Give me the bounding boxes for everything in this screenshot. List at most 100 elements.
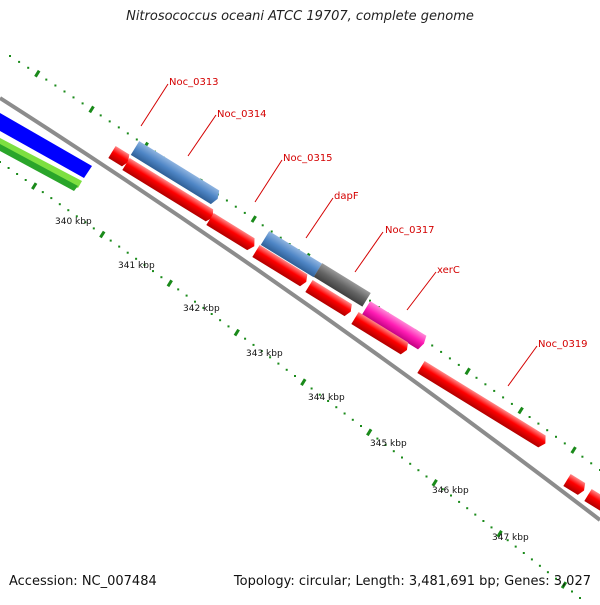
tick-mark-major — [496, 530, 503, 538]
cds-arrow-noc-0315[interactable] — [206, 213, 258, 252]
tick-mark-major — [31, 182, 38, 190]
tick-dot — [234, 205, 237, 208]
cog-feature-noc-0314[interactable] — [130, 141, 222, 205]
cog-feature-dapf[interactable] — [313, 263, 371, 307]
tick-dot — [279, 236, 282, 239]
tick-dot — [510, 402, 513, 405]
tick-dot — [277, 362, 280, 365]
tick-dot — [202, 306, 205, 309]
tick-dot — [252, 343, 255, 346]
tick-mark-major — [570, 446, 577, 454]
leader-noc-0313 — [140, 83, 169, 127]
gene-labels: Noc_0313 Noc_0314 Noc_0315 dapF Noc_0317… — [169, 77, 588, 350]
tick-dot — [409, 462, 412, 465]
tick-dot — [440, 350, 443, 353]
leader-noc-0315 — [254, 159, 283, 203]
tick-dot — [160, 276, 163, 279]
accession-text: Accession: NC_007484 — [9, 574, 157, 589]
cds-arrow-noc-0317[interactable] — [351, 312, 410, 356]
ring-blue — [0, 113, 92, 178]
tick-dot — [530, 558, 533, 561]
cds-arrow-noc-0321[interactable] — [584, 489, 600, 517]
tick-dot — [546, 571, 549, 574]
tick-dot — [335, 406, 338, 409]
tick-dot — [490, 526, 493, 529]
tick-dot — [210, 313, 213, 315]
cds-arrow-noc-0314[interactable] — [122, 158, 216, 223]
leader-noc-0317 — [354, 231, 384, 273]
cog-feature-xerc[interactable] — [361, 301, 428, 350]
kbp-label: 342 kbp — [183, 304, 220, 314]
gene-label-dapf[interactable]: dapF — [334, 191, 359, 202]
tick-dot — [92, 227, 95, 230]
tick-dot — [41, 191, 44, 194]
kbp-label: 346 kbp — [432, 486, 469, 496]
tick-dot — [0, 161, 1, 163]
tick-dot — [75, 215, 78, 218]
tick-dot — [474, 513, 477, 516]
tick-dot — [555, 577, 557, 580]
leader-noc-0319 — [507, 345, 538, 387]
cog-feature-noc-0317[interactable] — [260, 231, 322, 278]
inner-scale-ring — [0, 161, 581, 599]
tick-dot — [343, 412, 346, 415]
tick-dot — [546, 429, 549, 432]
gene-label-noc-0313[interactable]: Noc_0313 — [169, 77, 219, 88]
tick-dot — [118, 245, 121, 248]
kbp-label: 341 kbp — [118, 261, 155, 271]
tick-dot — [425, 475, 428, 478]
tick-dot — [63, 90, 66, 93]
gene-label-xerc[interactable]: xerC — [437, 265, 460, 276]
kbp-label: 344 kbp — [308, 393, 345, 403]
tick-mark-major — [233, 328, 240, 337]
tick-dot — [135, 257, 138, 260]
tick-dot — [285, 368, 288, 371]
gene-label-noc-0315[interactable]: Noc_0315 — [283, 153, 333, 164]
tick-dot — [16, 173, 19, 175]
tick-mark-major — [517, 406, 524, 415]
cds-track — [108, 146, 600, 517]
leader-xerc — [406, 271, 437, 311]
cog-track — [130, 141, 428, 350]
gene-label-noc-0317[interactable]: Noc_0317 — [385, 225, 435, 236]
cds-arrow-noc-0319[interactable] — [417, 361, 549, 449]
tick-dot — [135, 138, 138, 141]
tick-dot — [522, 552, 525, 554]
tick-dot — [555, 435, 557, 438]
tick-mark-major — [250, 215, 257, 223]
cds-arrow-noc-0313[interactable] — [108, 146, 132, 168]
tick-dot — [219, 319, 222, 322]
tick-dot — [177, 288, 180, 291]
gene-label-noc-0319[interactable]: Noc_0319 — [538, 339, 588, 350]
tick-dot — [72, 96, 75, 99]
tick-dot — [441, 488, 444, 491]
tick-mark-major — [464, 367, 471, 376]
tick-dot — [351, 418, 354, 421]
ring-green — [0, 144, 78, 191]
tick-dot — [260, 350, 263, 353]
cds-arrow-dapf[interactable] — [252, 245, 310, 288]
tick-dot — [81, 102, 84, 105]
gene-leaders — [140, 83, 538, 387]
tick-dot — [84, 221, 87, 224]
tick-dot — [225, 199, 228, 202]
tick-dot — [117, 126, 120, 129]
cds-arrow-noc-0316b[interactable] — [305, 280, 354, 318]
genome-summary-text: Topology: circular; Length: 3,481,691 bp… — [233, 574, 591, 589]
tick-dot — [270, 230, 273, 233]
tick-dot — [431, 344, 434, 347]
leader-noc-0314 — [187, 114, 217, 157]
tick-dot — [45, 78, 48, 81]
tick-dot — [54, 84, 57, 87]
tick-dot — [24, 179, 27, 181]
tick-dot — [227, 325, 230, 328]
tick-mark-major — [166, 279, 173, 288]
leader-dapf — [305, 197, 334, 239]
gene-label-noc-0314[interactable]: Noc_0314 — [217, 109, 267, 120]
cds-arrow-noc-0320[interactable] — [563, 474, 587, 496]
tick-dot — [538, 564, 541, 567]
tick-dot — [369, 299, 371, 302]
tick-dot — [458, 500, 461, 503]
tick-mark-major — [560, 581, 568, 589]
tick-dot — [571, 590, 573, 593]
